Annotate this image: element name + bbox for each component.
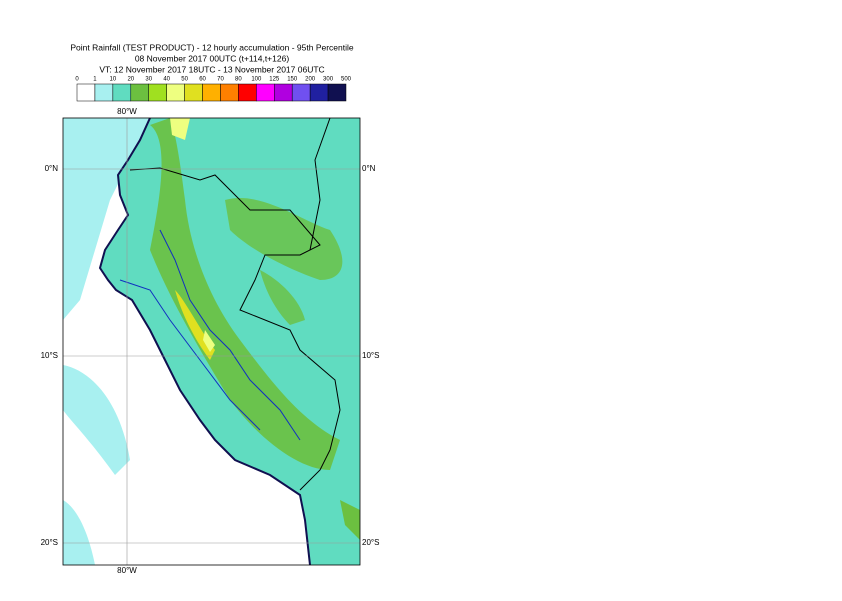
- title: Point Rainfall (TEST PRODUCT) - 12 hourl…: [70, 42, 354, 52]
- legend-label: 200: [305, 77, 316, 83]
- legend-swatch: [291, 83, 311, 102]
- lat-label: 20°S: [41, 538, 58, 547]
- legend-label: 70: [217, 77, 224, 83]
- lat-label: 0°N: [45, 164, 59, 173]
- legend-label: 300: [323, 77, 334, 83]
- legend-label: 100: [251, 77, 262, 83]
- legend-swatch: [94, 83, 114, 102]
- legend-swatch: [256, 83, 275, 102]
- legend-label: 50: [181, 77, 188, 83]
- legend-label: 150: [287, 77, 298, 83]
- lon-label: 80°W: [117, 107, 137, 116]
- map-frame: [62, 117, 361, 566]
- legend-swatch: [274, 83, 293, 102]
- legend-swatch: [327, 83, 347, 102]
- legend-label: 40: [163, 77, 170, 83]
- legend-label: 60: [199, 77, 206, 83]
- lat-label: 20°S: [362, 538, 379, 547]
- legend-label: 80: [235, 77, 242, 83]
- legend-swatch: [184, 83, 203, 102]
- legend-swatch: [238, 83, 257, 102]
- legend-label: 500: [341, 77, 352, 83]
- legend-label: 0: [75, 77, 79, 83]
- legend-swatch: [166, 83, 185, 102]
- lat-label: 0°N: [362, 164, 376, 173]
- legend-label: 10: [110, 77, 117, 83]
- lon-label: 80°W: [117, 566, 137, 575]
- legend-label: 1: [93, 77, 97, 83]
- legend-label: 30: [145, 77, 152, 83]
- legend-swatch: [202, 83, 221, 102]
- legend-swatch: [309, 83, 329, 102]
- legend-label: 125: [269, 77, 280, 83]
- legend-swatch: [76, 83, 96, 102]
- legend-label: 20: [127, 77, 134, 83]
- map: [63, 118, 360, 565]
- legend-swatch: [148, 83, 167, 102]
- lat-label: 10°S: [41, 351, 58, 360]
- valid-time: VT: 12 November 2017 18UTC - 13 November…: [99, 64, 324, 74]
- lat-labels: 0°N 10°S 20°S 0°N 10°S 20°S: [41, 164, 380, 547]
- lat-label: 10°S: [362, 351, 379, 360]
- legend: 0 1 10 20 30 40 50 60 70 80 100 125 150 200 300 500: [75, 77, 352, 102]
- legend-swatch: [130, 83, 149, 102]
- legend-swatch: [220, 83, 239, 102]
- legend-swatch: [112, 83, 132, 102]
- subtitle: 08 November 2017 00UTC (t+114,t+126): [135, 53, 290, 63]
